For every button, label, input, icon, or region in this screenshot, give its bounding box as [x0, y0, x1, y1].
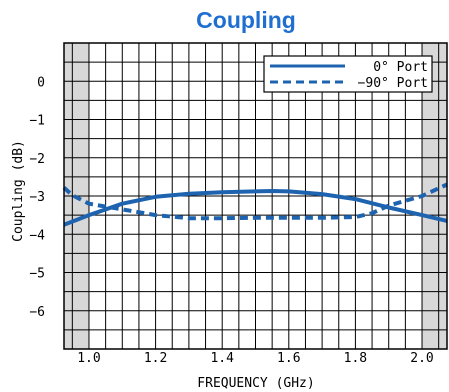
x-axis-label: FREQUENCY (GHz) [197, 376, 314, 391]
y-tick-label: −1 [29, 114, 45, 129]
x-tick-label: 1.0 [77, 351, 100, 366]
legend-label-1: −90° Port [358, 76, 428, 91]
plot-frame [63, 42, 448, 350]
y-tick-label: −4 [29, 228, 45, 243]
y-tick-labels: 0 −1 −2 −3 −4 −5 −6 [29, 75, 45, 320]
x-tick-label: 1.4 [210, 351, 234, 366]
y-axis-label: Coupling (dB) [11, 140, 26, 242]
series-lines [62, 182, 448, 227]
chart-title: Coupling [196, 7, 296, 33]
y-tick-label: −2 [29, 152, 45, 167]
plot-border [63, 42, 448, 350]
x-tick-label: 1.6 [277, 351, 300, 366]
x-tick-label: 1.8 [344, 351, 367, 366]
y-tick-label: −6 [29, 305, 45, 320]
legend-box [263, 55, 433, 93]
legend: 0° Port−90° Port [263, 55, 433, 93]
y-tick-label: 0 [37, 75, 45, 90]
y-tick-label: −5 [29, 267, 45, 282]
x-tick-label: 1.2 [144, 351, 167, 366]
legend-label-0: 0° Port [373, 60, 428, 75]
y-tick-label: −3 [29, 190, 45, 205]
x-tick-labels: 1.0 1.2 1.4 1.6 1.8 2.0 [77, 351, 434, 366]
x-tick-label: 2.0 [410, 351, 433, 366]
series-line-1 [62, 182, 448, 221]
